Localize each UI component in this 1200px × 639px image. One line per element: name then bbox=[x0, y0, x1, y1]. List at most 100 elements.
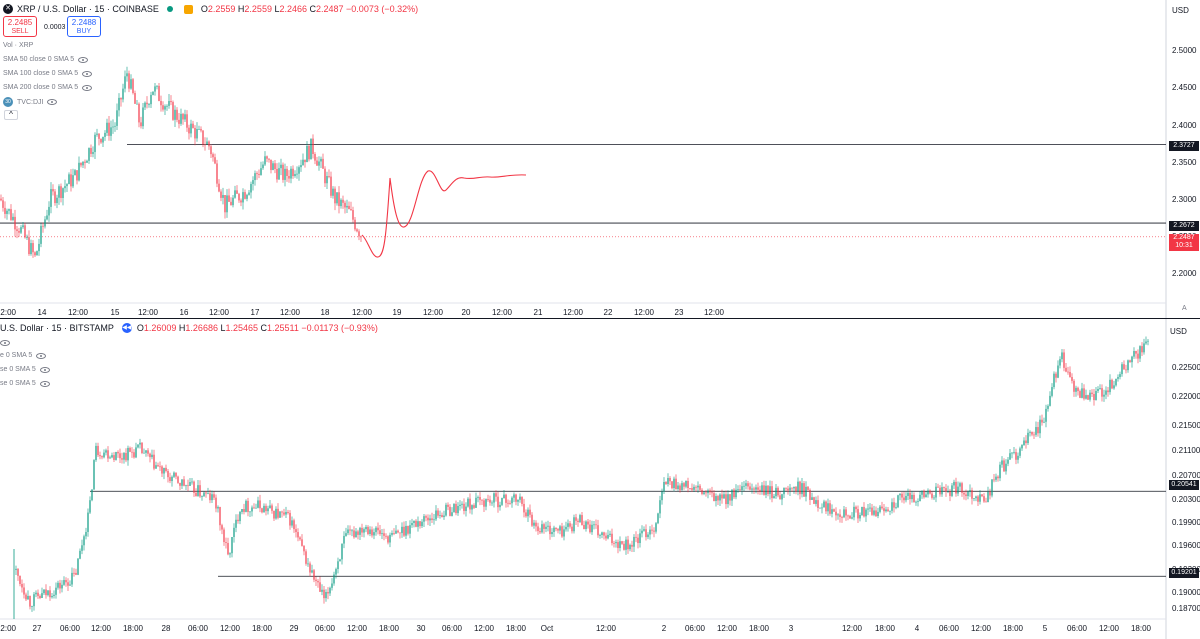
candle-body bbox=[196, 129, 198, 139]
candle-body bbox=[625, 539, 627, 550]
indicator-volume[interactable]: Vol · XRP bbox=[3, 42, 34, 49]
visibility-eye-icon[interactable] bbox=[82, 70, 93, 77]
time-tick-label: 18:00 bbox=[1003, 624, 1024, 633]
candle-body bbox=[67, 582, 69, 586]
candle-body bbox=[937, 486, 939, 488]
chart-pane-usd-bitstamp[interactable]: 0.22500 0.22000 0.21500 0.21100 0.20700 0.203… bbox=[0, 319, 1200, 639]
candle-body bbox=[357, 531, 359, 535]
symbol-title[interactable]: U.S. Dollar · 15 · BITSTAMP bbox=[0, 323, 114, 333]
replay-icon[interactable]: ◀◀ bbox=[121, 323, 132, 333]
collapse-legend-button[interactable]: ^ bbox=[4, 110, 18, 120]
visibility-eye-icon[interactable] bbox=[78, 56, 89, 63]
visibility-eye-icon[interactable] bbox=[82, 84, 93, 91]
candle-body bbox=[42, 225, 44, 227]
visibility-eye-icon[interactable] bbox=[36, 352, 47, 359]
candle-body bbox=[537, 526, 539, 532]
candle-body bbox=[639, 533, 641, 544]
candle-body bbox=[274, 163, 276, 169]
candle-body bbox=[969, 490, 971, 492]
price-tick-label: 2.4500 bbox=[1172, 83, 1197, 92]
time-tick-label: 29 bbox=[290, 624, 299, 633]
candle-body bbox=[204, 144, 206, 146]
candle-body bbox=[903, 497, 905, 501]
auto-scale-button[interactable]: A bbox=[1182, 305, 1187, 312]
candle-body bbox=[651, 529, 653, 531]
bitstamp-price-chart[interactable]: 0.22500 0.22000 0.21500 0.21100 0.20700 0.203… bbox=[0, 319, 1200, 639]
indicator-sma50[interactable]: SMA 50 close 0 SMA 5 bbox=[3, 56, 89, 63]
indicator-sma-c[interactable]: se 0 SMA 5 bbox=[0, 380, 50, 387]
visibility-eye-icon-row[interactable] bbox=[0, 340, 10, 346]
candle-body bbox=[1089, 392, 1091, 400]
candle-body bbox=[188, 127, 190, 134]
remove-symbol-icon[interactable]: ✕ bbox=[3, 4, 13, 14]
candle-body bbox=[559, 526, 561, 531]
candle-body bbox=[314, 153, 316, 161]
candle-body bbox=[154, 86, 156, 92]
candle-body bbox=[156, 85, 158, 87]
candle-body bbox=[1027, 432, 1029, 444]
candle-body bbox=[601, 532, 603, 535]
candle-body bbox=[48, 206, 50, 216]
xrp-price-chart[interactable]: 2.50002.45002.40002.35002.30002.25002.20… bbox=[0, 0, 1200, 319]
candle-body bbox=[280, 164, 282, 169]
candle-body bbox=[297, 532, 299, 538]
candle-body bbox=[1129, 360, 1131, 363]
candle-body bbox=[208, 141, 210, 147]
time-tick-label: 18:00 bbox=[379, 624, 400, 633]
visibility-eye-icon[interactable] bbox=[47, 99, 58, 105]
candle-body bbox=[1037, 427, 1039, 434]
indicator-sma100[interactable]: SMA 100 close 0 SMA 5 bbox=[3, 70, 93, 77]
candle-body bbox=[145, 450, 147, 453]
visibility-eye-icon[interactable] bbox=[0, 340, 10, 346]
candle-body bbox=[959, 483, 961, 487]
sell-button[interactable]: 2.2485 SELL bbox=[3, 16, 37, 37]
candle-body bbox=[151, 454, 153, 458]
candle-body bbox=[691, 488, 693, 490]
candle-body bbox=[827, 503, 829, 512]
symbol-title[interactable]: XRP / U.S. Dollar · 15 · COINBASE bbox=[17, 4, 159, 14]
candle-body bbox=[301, 539, 303, 546]
realtime-bolt-icon[interactable] bbox=[183, 4, 193, 14]
candle-body bbox=[995, 476, 997, 480]
indicator-sma200[interactable]: SMA 200 close 0 SMA 5 bbox=[3, 84, 93, 91]
candle-body bbox=[423, 516, 425, 522]
candle-body bbox=[58, 186, 60, 198]
candle-body bbox=[971, 490, 973, 499]
candle-body bbox=[799, 481, 801, 495]
candle-body bbox=[239, 511, 241, 522]
time-tick-label: 18:00 bbox=[1131, 624, 1152, 633]
candle-body bbox=[663, 481, 665, 492]
candle-body bbox=[23, 587, 25, 595]
candle-body bbox=[927, 490, 929, 495]
candle-body bbox=[63, 580, 65, 585]
candle-body bbox=[168, 101, 170, 106]
visibility-eye-icon[interactable] bbox=[39, 380, 50, 387]
chart-pane-xrp[interactable]: 2.50002.45002.40002.35002.30002.25002.20… bbox=[0, 0, 1200, 319]
candle-body bbox=[96, 133, 98, 135]
indicator-sma-b[interactable]: se 0 SMA 5 bbox=[0, 366, 50, 373]
currency-unit[interactable]: USD bbox=[1172, 6, 1189, 15]
candle-body bbox=[287, 511, 289, 513]
candle-body bbox=[723, 494, 725, 499]
candle-body bbox=[963, 492, 965, 495]
candle-body bbox=[264, 156, 266, 165]
candle-body bbox=[72, 175, 74, 187]
candle-body bbox=[144, 102, 146, 108]
candle-body bbox=[769, 486, 771, 495]
currency-unit[interactable]: USD bbox=[1170, 327, 1187, 336]
indicator-sma-a[interactable]: e 0 SMA 5 bbox=[0, 352, 47, 359]
candle-body bbox=[527, 509, 529, 517]
buy-button[interactable]: 2.2488 BUY bbox=[67, 16, 101, 37]
candle-body bbox=[303, 545, 305, 552]
visibility-eye-icon[interactable] bbox=[39, 366, 50, 373]
candle-body bbox=[1081, 388, 1083, 398]
candle-body bbox=[573, 517, 575, 532]
candle-body bbox=[675, 478, 677, 490]
candle-body bbox=[739, 489, 741, 491]
time-tick-label: 15 bbox=[111, 308, 120, 317]
time-tick-label: 18:00 bbox=[506, 624, 527, 633]
candle-body bbox=[112, 126, 114, 128]
indicator-tvc-dji[interactable]: 30 TVC:DJI bbox=[3, 97, 58, 107]
candle-body bbox=[283, 512, 285, 515]
candle-body bbox=[1075, 387, 1077, 392]
